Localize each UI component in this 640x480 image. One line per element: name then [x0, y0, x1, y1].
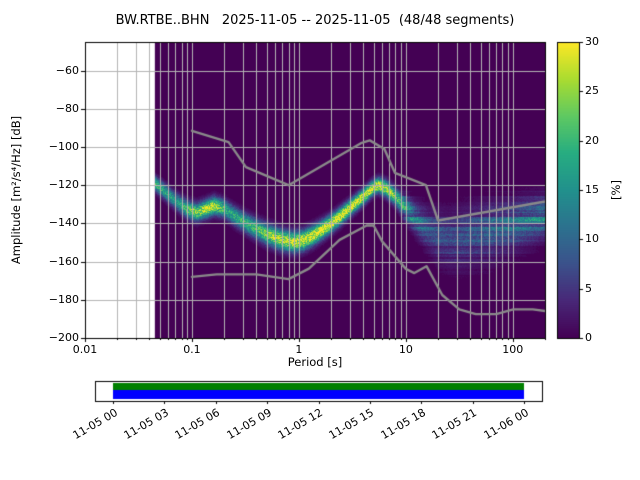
colorbar-tick-label: 5 — [585, 281, 592, 295]
colorbar-tick-label: 20 — [585, 133, 599, 147]
x-tick-label: 1 — [295, 343, 303, 356]
y-tick-label: −180 — [48, 292, 79, 306]
colorbar-tick-label: 10 — [585, 232, 599, 246]
y-tick-label: −60 — [55, 63, 79, 77]
colorbar-tick-label: 15 — [585, 183, 599, 196]
y-tick-label: −80 — [55, 101, 79, 115]
x-tick-label: 100 — [502, 343, 524, 356]
y-tick-label: −160 — [48, 254, 79, 268]
colorbar-tick-label: 0 — [585, 331, 592, 344]
y-tick-label: −200 — [48, 331, 79, 344]
x-tick-label: 10 — [398, 343, 413, 356]
y-tick-label: −120 — [48, 178, 79, 192]
colorbar-label: [%] — [609, 180, 623, 200]
x-axis-label: Period [s] — [287, 355, 343, 369]
y-tick-label: −140 — [48, 216, 79, 230]
colorbar-tick-label: 25 — [585, 84, 599, 98]
x-tick-label: 0.01 — [72, 343, 98, 356]
plot-title: BW.RTBE..BHN 2025-11-05 -- 2025-11-05 (4… — [115, 13, 515, 28]
y-tick-label: −100 — [48, 140, 79, 154]
colorbar-tick-label: 30 — [585, 35, 599, 48]
x-tick-label: 0.1 — [183, 343, 201, 356]
